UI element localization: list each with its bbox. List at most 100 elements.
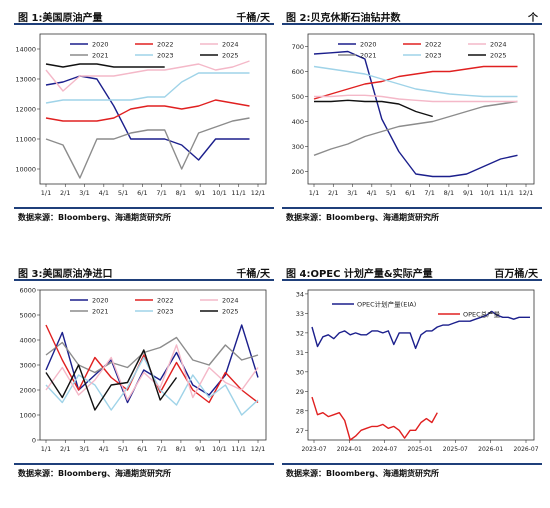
y-tick-label: 200	[292, 168, 304, 176]
series-line-2025	[314, 99, 433, 118]
x-tick-label: 2/1	[60, 189, 70, 197]
y-tick-label: 600	[292, 68, 304, 76]
x-tick-label: 9/1	[195, 445, 205, 453]
legend-label: 2020	[92, 41, 109, 49]
x-tick-label: 5/1	[386, 189, 396, 197]
series-line-2024	[45, 344, 259, 401]
legend-label: 2022	[157, 41, 174, 49]
x-tick-label: 3/1	[79, 445, 89, 453]
series-line-2023	[45, 72, 250, 104]
legend-label: 2025	[222, 52, 239, 60]
chart-us-crude-production: 10000 11000 12000 13000 14000 1/1 2/1 3/1 4/1 5/1…	[15, 33, 267, 197]
x-tick-label: 2026-07	[513, 446, 538, 453]
x-tick-label: 3/1	[347, 189, 357, 197]
panel-unit: 千桶/天	[236, 13, 270, 24]
x-tick-label: 3/1	[79, 189, 89, 197]
y-tick-label: 500	[292, 93, 304, 101]
x-tick-label: 4/1	[99, 189, 109, 197]
legend-label: 2021	[360, 52, 377, 60]
x-tick-label: 2025-01	[407, 446, 432, 453]
x-tick-label: 8/1	[444, 189, 454, 197]
x-tick-label: 7/1	[156, 189, 166, 197]
y-tick-label: 34	[296, 290, 304, 298]
series-line-2020	[45, 75, 250, 161]
x-tick-label: 6/1	[137, 189, 147, 197]
series-line-2021	[45, 336, 259, 374]
source-rule	[14, 463, 274, 465]
y-tick-label: 29	[296, 388, 304, 396]
chart-opec-production: 27 28 29 30 31 32 33 34 2023-07 2024-01 2024-07 202…	[296, 289, 539, 453]
panel-us-crude-production: 图 1:美国原油产量 千桶/天 10000 11000 12000 13000 1400…	[14, 6, 274, 226]
legend-label: 2024	[222, 41, 239, 49]
y-tick-label: 700	[292, 43, 304, 51]
legend-label: 2023	[157, 308, 174, 316]
panel-header: 图 2:贝克休斯石油钻井数 个	[282, 6, 542, 25]
y-tick-label: 12000	[15, 106, 36, 114]
x-tick-label: 8/1	[176, 445, 186, 453]
legend-label: 2025	[222, 308, 239, 316]
legend-label: 2020	[360, 41, 377, 49]
x-tick-label: 9/1	[195, 189, 205, 197]
x-tick-label: 9/1	[463, 189, 473, 197]
x-tick-label: 2026-01	[478, 446, 503, 453]
y-tick-label: 400	[292, 118, 304, 126]
panel-opec-production: 图 4:OPEC 计划产量&实际产量 百万桶/天 27 28 29 30 31 32 33 3…	[282, 262, 542, 482]
x-tick-label: 2024-07	[372, 446, 397, 453]
panel-baker-hughes-rigs: 图 2:贝克休斯石油钻井数 个 200 300 400 500 600 700 1/1 2/1…	[282, 6, 542, 226]
legend-label: 2021	[92, 308, 109, 316]
panel-unit: 个	[528, 13, 538, 24]
series-line-OPEC计划产量(EIA)	[311, 310, 530, 350]
legend-label: 2025	[490, 52, 507, 60]
y-tick-label: 31	[296, 349, 304, 357]
x-tick-label: 10/1	[212, 445, 227, 453]
legend-label: 2024	[222, 297, 239, 305]
legend-label: 2022	[157, 297, 174, 305]
series-line-2023	[313, 65, 518, 98]
chart-us-crude-net-imports: 0 1000 2000 3000 4000 5000 6000 1/1 2/1 3/1 4/1 5/1…	[19, 287, 267, 453]
x-tick-label: 11/1	[231, 189, 246, 197]
x-tick-label: 1/1	[309, 189, 319, 197]
panel-header: 图 4:OPEC 计划产量&实际产量 百万桶/天	[282, 262, 542, 281]
y-tick-label: 13000	[15, 76, 36, 84]
panel-title: 图 2:贝克休斯石油钻井数	[286, 13, 401, 24]
y-tick-label: 4000	[19, 337, 36, 345]
x-tick-label: 5/1	[118, 189, 128, 197]
x-tick-label: 7/1	[156, 445, 166, 453]
header-rule	[14, 279, 274, 281]
panel-us-crude-net-imports: 图 3:美国原油净进口 千桶/天 0 1000 2000 3000 4000 5000 60…	[14, 262, 274, 482]
x-tick-label: 2024-01	[337, 446, 362, 453]
legend-label: 2021	[92, 52, 109, 60]
x-tick-label: 4/1	[99, 445, 109, 453]
x-tick-label: 12/1	[519, 189, 534, 197]
x-tick-label: 11/1	[499, 189, 514, 197]
x-tick-label: 10/1	[480, 189, 495, 197]
header-rule	[282, 23, 542, 25]
header-rule	[282, 279, 542, 281]
legend-label: 2023	[157, 52, 174, 60]
x-tick-label: 4/1	[367, 189, 377, 197]
legend-label: OPEC计划产量(EIA)	[357, 300, 416, 309]
y-tick-label: 11000	[15, 136, 36, 144]
source-rule	[282, 207, 542, 209]
x-tick-label: 6/1	[137, 445, 147, 453]
y-tick-label: 3000	[19, 362, 36, 370]
header-rule	[14, 23, 274, 25]
y-tick-label: 27	[296, 427, 304, 435]
x-tick-label: 7/1	[424, 189, 434, 197]
x-tick-label: 11/1	[231, 445, 246, 453]
y-tick-label: 14000	[15, 46, 36, 54]
panel-title: 图 1:美国原油产量	[18, 13, 103, 24]
y-tick-label: 0	[32, 437, 36, 445]
panel-header: 图 3:美国原油净进口 千桶/天	[14, 262, 274, 281]
panel-title: 图 3:美国原油净进口	[18, 269, 113, 280]
source-text: 数据来源：Bloomberg、海通期货研究所	[286, 469, 439, 478]
x-tick-label: 8/1	[176, 189, 186, 197]
x-tick-label: 6/1	[405, 189, 415, 197]
series-line-2024	[45, 60, 250, 92]
x-tick-label: 1/1	[41, 445, 51, 453]
series-line-2021	[45, 117, 250, 179]
x-tick-label: 12/1	[251, 445, 266, 453]
y-tick-label: 1000	[19, 412, 36, 420]
source-text: 数据来源：Bloomberg、海通期货研究所	[18, 213, 171, 222]
y-tick-label: 5000	[19, 312, 36, 320]
